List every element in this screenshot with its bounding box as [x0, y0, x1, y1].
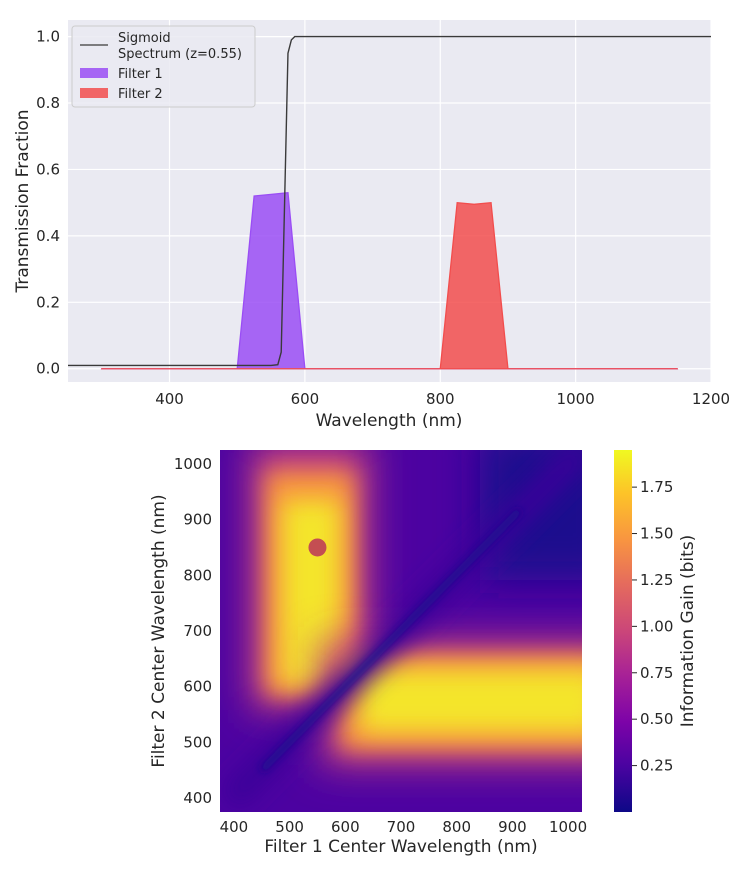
- heatmap-y-tick-label: 500: [183, 733, 212, 751]
- heatmap-y-tick-label: 900: [183, 511, 212, 529]
- heatmap-y-tick-label: 700: [183, 622, 212, 640]
- colorbar-tick-label: 1.25: [640, 571, 673, 589]
- heatmap-x-tick-label: 900: [498, 818, 527, 836]
- colorbar-tick-label: 0.75: [640, 664, 673, 682]
- colorbar-label: Information Gain (bits): [678, 535, 698, 728]
- heatmap-y-tick-labels: 400 500 600 700 800 900 1000: [174, 455, 212, 807]
- x-axis-label: Wavelength (nm): [316, 411, 463, 431]
- heatmap-y-tick-label: 600: [183, 678, 212, 696]
- heatmap-image: [220, 450, 582, 812]
- y-tick-label: 0.6: [36, 160, 60, 178]
- sigmoid-spectrum-line: [68, 35, 711, 367]
- legend-label-filter2: Filter 2: [118, 87, 163, 102]
- information-gain-heatmap: 400 500 600 700 800 900 1000 400 500 600 700 800 90…: [149, 450, 698, 857]
- heatmap-x-tick-label: 600: [331, 818, 360, 836]
- heatmap-y-axis-label: Filter 2 Center Wavelength (nm): [149, 494, 169, 767]
- colorbar-tick-label: 1.00: [640, 617, 673, 635]
- colorbar-tick-label: 0.25: [640, 757, 673, 775]
- x-tick-label: 1200: [692, 390, 730, 408]
- transmission-plot: 400 600 800 1000 1200 0.0 0.2 0.4 0.6 0.8 1.0 Wav…: [13, 20, 730, 431]
- x-tick-labels: 400 600 800 1000 1200: [155, 390, 730, 408]
- colorbar-tick-label: 1.50: [640, 525, 673, 543]
- area-filter-2: [100, 201, 679, 370]
- y-tick-labels: 0.0 0.2 0.4 0.6 0.8 1.0: [36, 28, 60, 378]
- heatmap-band-horizontal-core: [360, 670, 582, 732]
- heatmap-dark-region: [480, 450, 582, 580]
- y-tick-label: 0.2: [36, 293, 60, 311]
- colorbar-tick-labels: 0.25 0.50 0.75 1.00 1.25 1.50 1.75: [632, 478, 673, 775]
- y-tick-label: 1.0: [36, 28, 60, 46]
- legend-label-sigmoid-line2: Spectrum (z=0.55): [118, 47, 242, 62]
- legend-swatch-filter2: [80, 88, 108, 98]
- x-tick-label: 600: [291, 390, 320, 408]
- heatmap-y-tick-label: 1000: [174, 455, 212, 473]
- colorbar-tick-label: 0.50: [640, 710, 673, 728]
- x-tick-label: 400: [155, 390, 184, 408]
- legend-label-sigmoid-line1: Sigmoid: [118, 31, 171, 46]
- y-axis-label: Transmission Fraction: [13, 109, 33, 293]
- heatmap-x-axis-label: Filter 1 Center Wavelength (nm): [264, 837, 537, 857]
- y-tick-label: 0.8: [36, 94, 60, 112]
- optimal-filter-marker: [308, 538, 327, 557]
- heatmap-x-tick-label: 400: [220, 818, 249, 836]
- legend-box: [71, 25, 256, 108]
- series-layer: [68, 35, 711, 370]
- heatmap-x-tick-label: 500: [275, 818, 304, 836]
- diagonal-trough-core: [259, 507, 523, 773]
- legend-label-filter1: Filter 1: [118, 67, 163, 82]
- heatmap-x-tick-label: 1000: [549, 818, 587, 836]
- heatmap-x-tick-labels: 400 500 600 700 800 900 1000: [220, 818, 588, 836]
- x-tick-label: 800: [426, 390, 455, 408]
- colorbar-tick-label: 1.75: [640, 478, 673, 496]
- x-tick-label: 1000: [557, 390, 595, 408]
- y-tick-label: 0.4: [36, 227, 60, 245]
- legend: Sigmoid Spectrum (z=0.55) Filter 1 Filte…: [71, 25, 256, 108]
- heatmap-x-tick-label: 800: [442, 818, 471, 836]
- heatmap-y-tick-label: 800: [183, 566, 212, 584]
- colorbar-gradient: [614, 450, 632, 812]
- y-tick-label: 0.0: [36, 360, 60, 378]
- colorbar: 0.25 0.50 0.75 1.00 1.25 1.50 1.75 Information…: [614, 450, 698, 812]
- legend-swatch-filter1: [80, 68, 108, 78]
- heatmap-y-tick-label: 400: [183, 789, 212, 807]
- heatmap-x-tick-label: 700: [387, 818, 416, 836]
